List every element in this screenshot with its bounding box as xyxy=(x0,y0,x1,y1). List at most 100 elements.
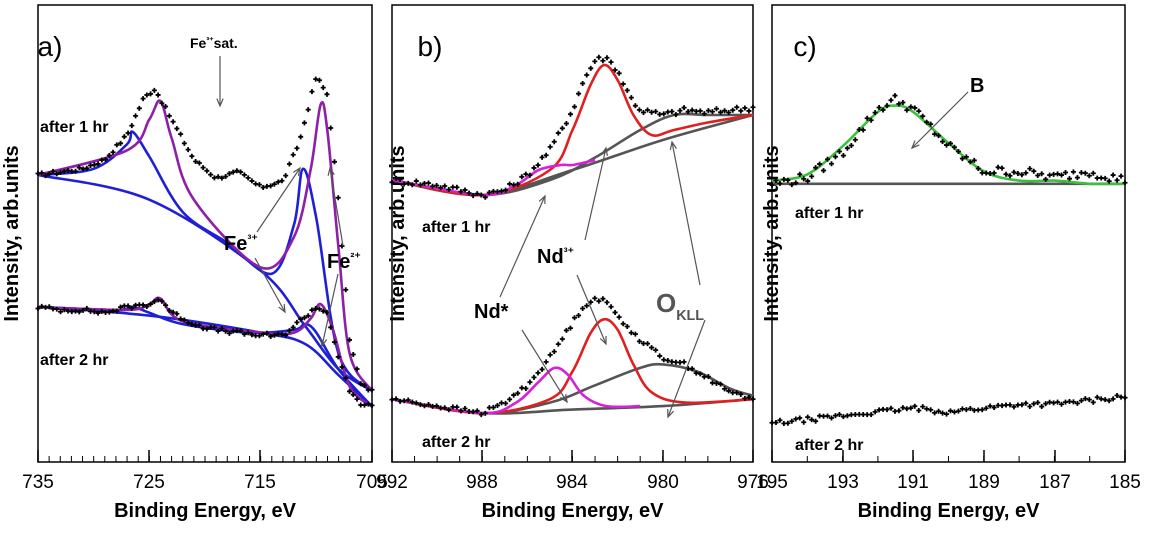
fit-curve-nd xyxy=(391,317,754,415)
data-point xyxy=(1094,394,1100,400)
data-point xyxy=(346,337,352,343)
fit-curve-fe xyxy=(37,99,374,392)
data-point xyxy=(409,182,415,188)
data-point xyxy=(170,119,176,125)
data-point xyxy=(947,408,953,414)
data-point xyxy=(305,313,311,319)
data-point xyxy=(584,303,590,309)
data-point xyxy=(539,154,545,160)
data-point xyxy=(103,157,109,163)
arrow-head xyxy=(669,140,677,150)
data-point xyxy=(559,336,565,342)
data-point xyxy=(215,174,221,180)
data-point xyxy=(482,410,488,416)
data-point xyxy=(1015,171,1021,177)
data-point xyxy=(405,397,411,403)
data-point xyxy=(793,180,799,186)
data-point xyxy=(286,161,292,167)
data-point xyxy=(95,161,101,167)
data-point xyxy=(80,307,86,313)
data-point xyxy=(616,70,622,76)
data-point xyxy=(1122,395,1128,401)
data-point xyxy=(264,330,270,336)
arrow-head xyxy=(560,394,568,404)
data-point xyxy=(805,178,811,184)
data-point xyxy=(106,309,112,315)
data-point xyxy=(531,374,537,380)
data-point xyxy=(133,113,139,119)
data-point xyxy=(951,144,957,150)
data-point xyxy=(588,65,594,71)
data-point xyxy=(350,351,356,357)
data-point xyxy=(689,366,695,372)
data-point xyxy=(309,89,315,95)
data-point xyxy=(1019,172,1025,178)
data-point xyxy=(148,91,154,97)
data-point xyxy=(405,180,411,186)
data-point xyxy=(279,178,285,184)
data-point xyxy=(645,341,651,347)
data-point xyxy=(1114,392,1120,398)
data-point xyxy=(734,104,740,110)
data-point xyxy=(944,142,950,148)
data-point xyxy=(932,131,938,137)
data-point xyxy=(940,139,946,145)
data-point xyxy=(584,72,590,78)
data-point xyxy=(91,309,97,315)
arrow-head xyxy=(667,408,674,419)
data-point xyxy=(84,165,90,171)
annotation-arrow xyxy=(911,91,969,149)
panel-a: 735 725 715 705 Binding Energy, eV Intensity,… xyxy=(1,4,388,522)
data-point xyxy=(713,106,719,112)
data-point xyxy=(900,405,906,411)
data-point xyxy=(1090,399,1096,405)
data-point xyxy=(912,105,918,111)
data-point xyxy=(685,109,691,115)
data-point xyxy=(1011,404,1017,410)
data-point xyxy=(912,403,918,409)
data-point xyxy=(298,316,304,322)
data-point xyxy=(369,402,375,408)
data-point xyxy=(193,158,199,164)
data-point xyxy=(151,87,157,93)
data-point xyxy=(1082,396,1088,402)
data-point xyxy=(234,168,240,174)
arrow-head xyxy=(327,166,335,176)
data-point xyxy=(645,107,651,113)
x-tick-label: 193 xyxy=(827,472,859,493)
data-point xyxy=(189,153,195,159)
data-point xyxy=(166,307,172,313)
data-point xyxy=(268,183,274,189)
data-point xyxy=(924,406,930,412)
data-point xyxy=(789,418,795,424)
data-point xyxy=(271,181,277,187)
data-point xyxy=(1027,404,1033,410)
data-point xyxy=(825,413,831,419)
arrow-head xyxy=(216,98,224,108)
data-point xyxy=(746,108,752,114)
data-point xyxy=(446,407,452,413)
data-point xyxy=(825,156,831,162)
data-point xyxy=(616,314,622,320)
data-point xyxy=(777,180,783,186)
data-point xyxy=(335,354,341,360)
data-point xyxy=(515,181,521,187)
data-point xyxy=(58,169,64,175)
data-point xyxy=(535,162,541,168)
data-point xyxy=(836,412,842,418)
data-point xyxy=(940,410,946,416)
data-point xyxy=(817,161,823,167)
data-point xyxy=(896,101,902,107)
data-point xyxy=(1039,171,1045,177)
data-point xyxy=(836,148,842,154)
data-point xyxy=(350,392,356,398)
data-point xyxy=(223,328,229,334)
data-point xyxy=(951,409,957,415)
data-point xyxy=(1102,175,1108,181)
data-point xyxy=(661,111,667,117)
data-point xyxy=(868,117,874,123)
annotation-arrow xyxy=(254,257,286,313)
data-point xyxy=(746,394,752,400)
data-point xyxy=(35,305,41,311)
data-point xyxy=(669,109,675,115)
